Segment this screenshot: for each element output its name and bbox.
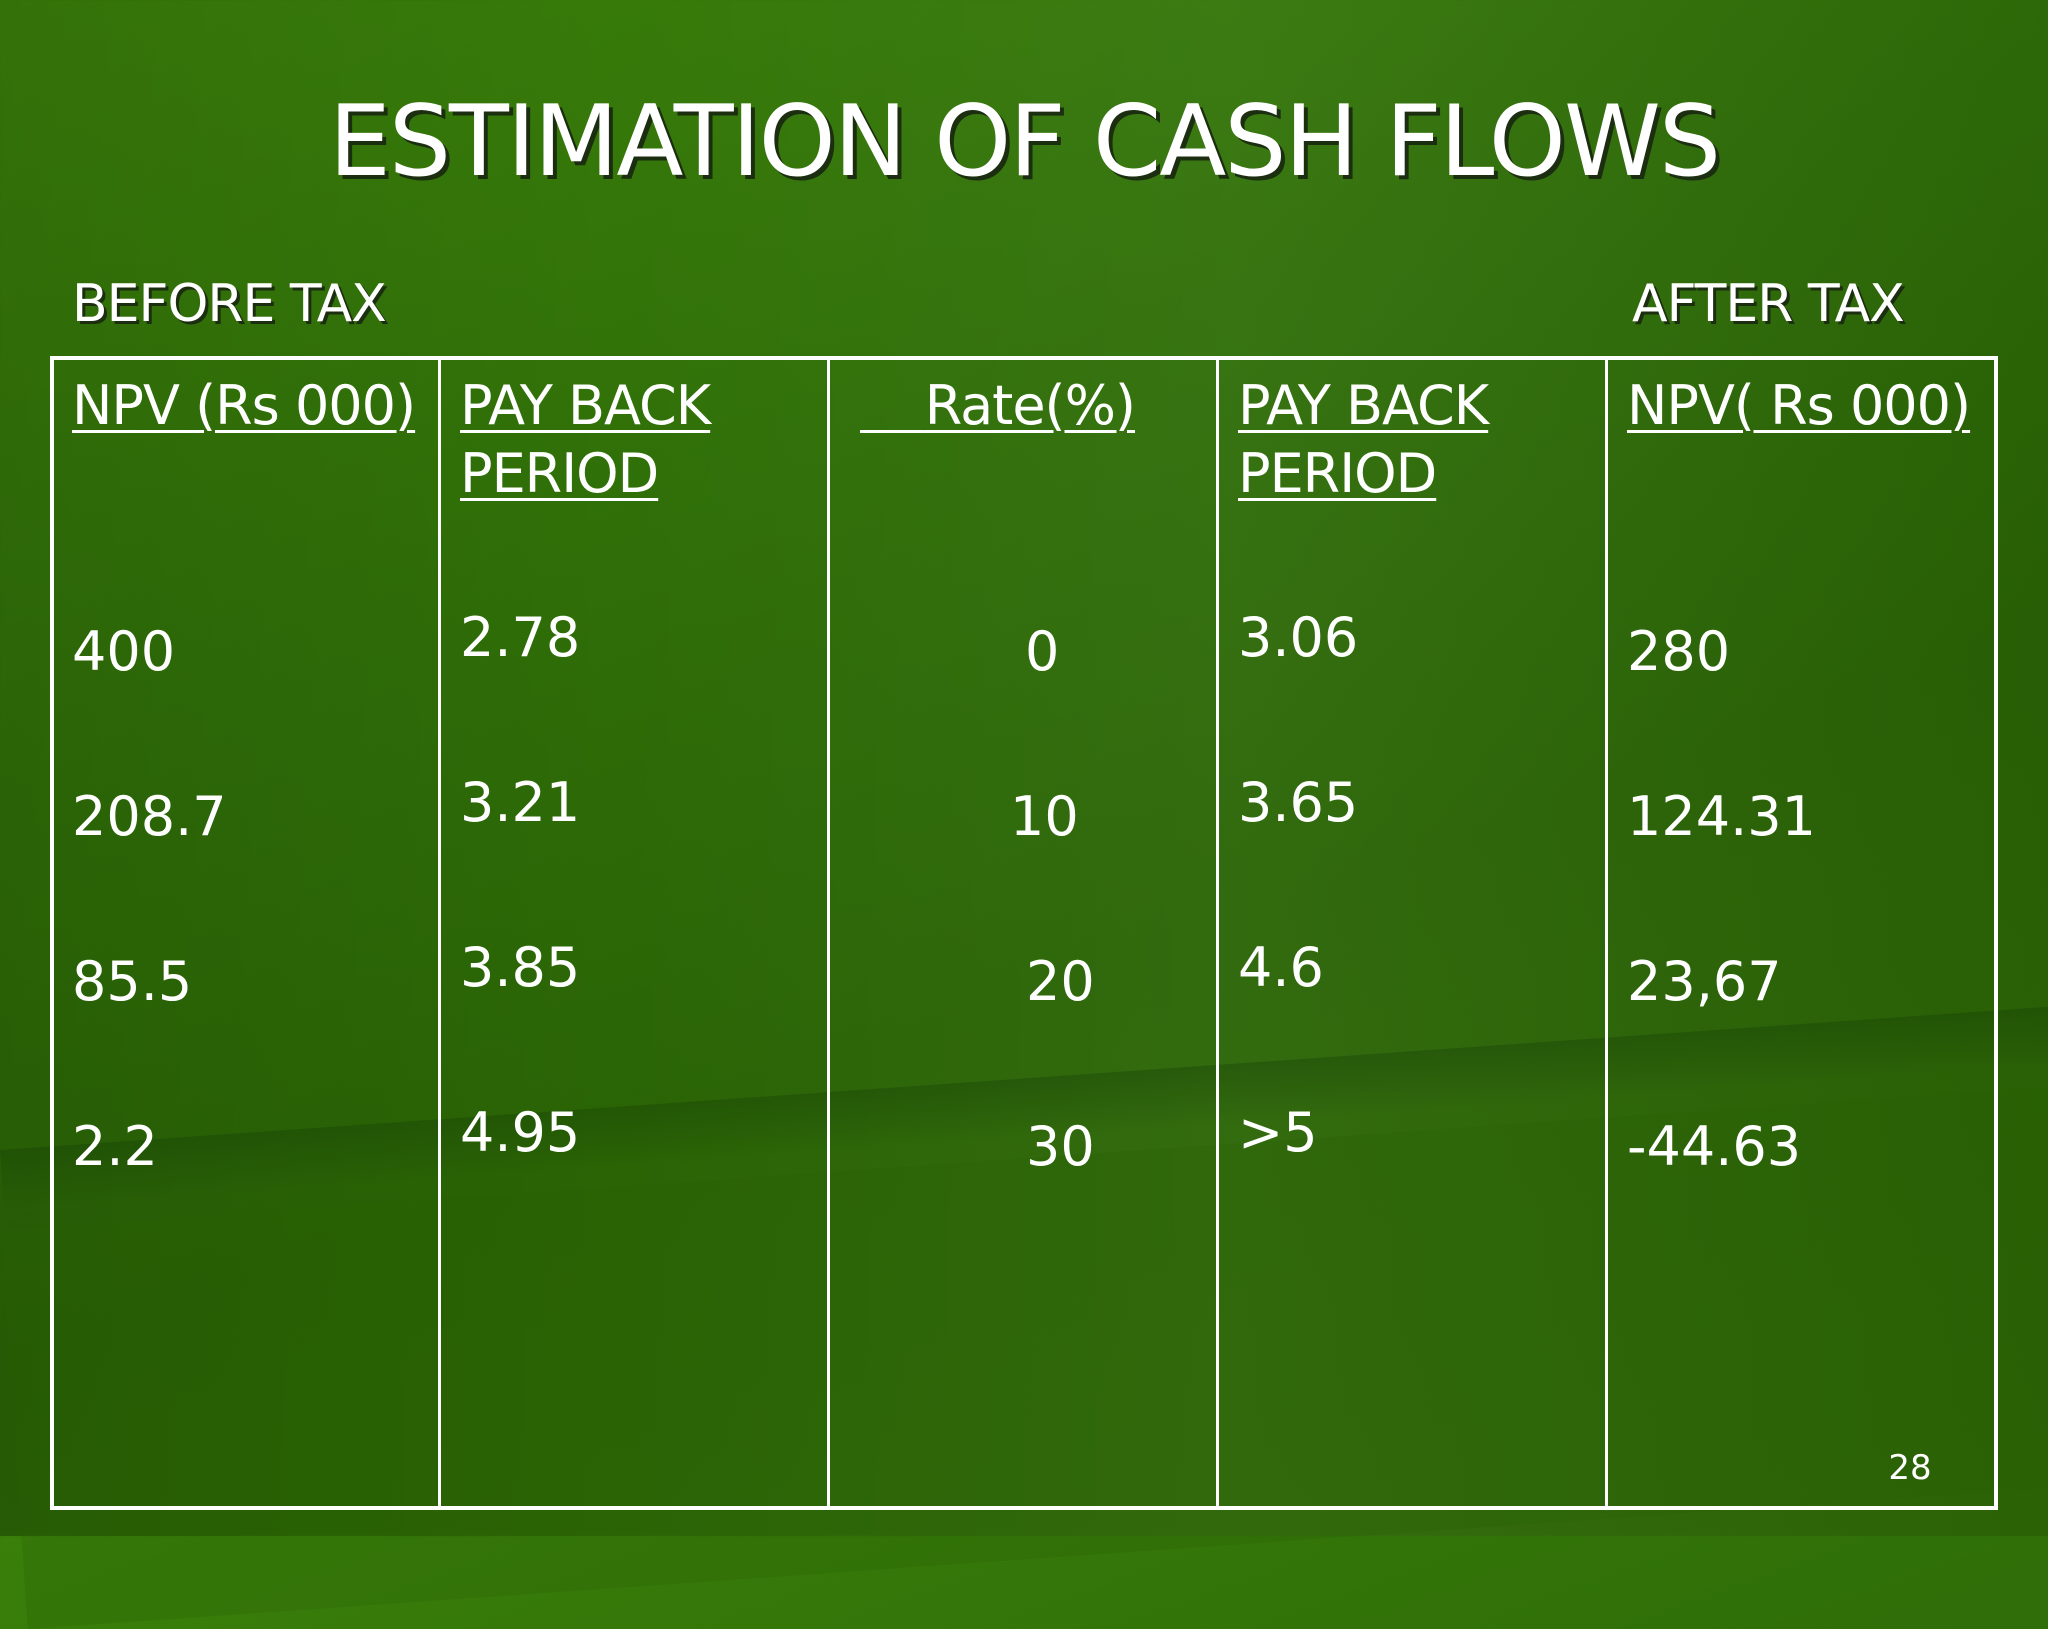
- after-tax-label: AFTER TAX: [1632, 274, 1905, 334]
- table-cell-npv-before: 2.2: [72, 1115, 158, 1178]
- background-shade: [0, 0, 2048, 1536]
- cash-flow-table: [50, 356, 1998, 1510]
- before-tax-label: BEFORE TAX: [72, 274, 387, 334]
- header-rate-label: Rate(%): [924, 374, 1136, 437]
- table-cell-payback-before: 3.21: [460, 771, 581, 834]
- table-cell-npv-after: -44.63: [1627, 1115, 1802, 1178]
- column-divider: [438, 356, 441, 1510]
- slide-title: ESTIMATION OF CASH FLOWS: [328, 85, 1721, 199]
- header-payback-after-line2: PERIOD: [1238, 442, 1437, 505]
- header-rate: Rate(%): [850, 372, 1136, 440]
- table-cell-npv-before: 400: [72, 620, 176, 683]
- table-cell-rate: 0: [1025, 620, 1060, 683]
- table-cell-payback-before: 2.78: [460, 606, 581, 669]
- column-divider: [1605, 356, 1608, 1510]
- table-cell-payback-after: >5: [1238, 1101, 1318, 1164]
- column-divider: [1216, 356, 1219, 1510]
- table-cell-rate: 30: [1026, 1115, 1095, 1178]
- table-cell-npv-before: 208.7: [72, 785, 227, 848]
- table-cell-npv-after: 280: [1627, 620, 1731, 683]
- header-payback-before-line1: PAY BACK: [460, 374, 711, 437]
- table-cell-npv-after: 23,67: [1627, 950, 1782, 1013]
- table-cell-npv-before: 85.5: [72, 950, 193, 1013]
- table-cell-payback-after: 3.06: [1238, 606, 1359, 669]
- header-payback-before-line2: PERIOD: [460, 442, 659, 505]
- header-payback-before-tax: PAY BACK PERIOD: [460, 372, 711, 508]
- table-cell-payback-after: 3.65: [1238, 771, 1359, 834]
- table-cell-payback-before: 4.95: [460, 1101, 581, 1164]
- table-cell-payback-before: 3.85: [460, 936, 581, 999]
- header-payback-after-tax: PAY BACK PERIOD: [1238, 372, 1489, 508]
- page-number: 28: [1888, 1448, 1932, 1488]
- table-cell-rate: 10: [1010, 785, 1079, 848]
- column-divider: [827, 356, 830, 1510]
- table-cell-rate: 20: [1026, 950, 1095, 1013]
- header-npv-before-tax: NPV (Rs 000): [72, 374, 416, 437]
- table-cell-payback-after: 4.6: [1238, 936, 1324, 999]
- header-npv-after-tax: NPV( Rs 000): [1627, 374, 1971, 437]
- header-payback-after-line1: PAY BACK: [1238, 374, 1489, 437]
- table-cell-npv-after: 124.31: [1627, 785, 1816, 848]
